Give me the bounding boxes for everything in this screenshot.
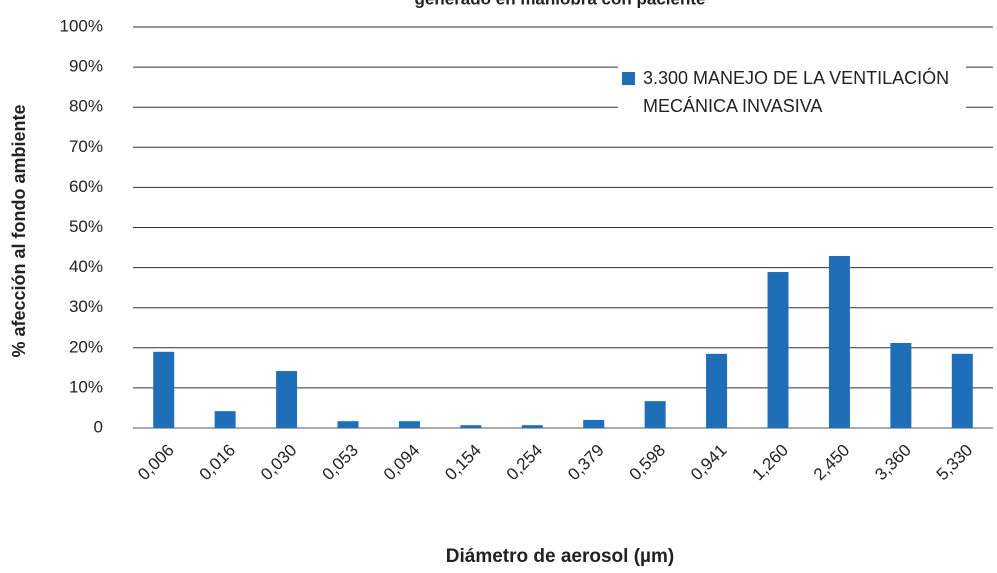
legend-swatch [622,72,635,85]
x-tick-label: 0,006 [134,441,178,485]
y-tick-label: 60% [69,177,103,196]
y-tick-label: 90% [69,57,103,76]
page: {"chart_data": {"type": "bar", "title": … [0,0,997,573]
x-tick-label: 0,379 [564,441,608,485]
y-tick-label: 10% [69,377,103,396]
bar [829,256,850,428]
x-tick-label: 1,260 [748,441,792,485]
x-tick-label: 5,330 [933,441,977,485]
x-axis-title: Diámetro de aerosol (µm) [446,546,674,567]
y-tick-label: 40% [69,257,103,276]
bar [890,343,911,428]
x-tick-label: 0,154 [441,441,485,485]
bar [215,411,236,428]
x-tick-label: 0,016 [196,441,240,485]
y-tick-label: 20% [69,337,103,356]
x-tick-label: 0,094 [380,441,424,485]
bar [338,421,359,428]
y-tick-label: 50% [69,217,103,236]
legend: 3.300 MANEJO DE LA VENTILACIÓN MECÁNICA … [618,62,966,122]
y-tick-label: 30% [69,297,103,316]
bar [952,354,973,428]
bar [583,420,604,428]
x-tick-label: 0,598 [626,441,670,485]
y-axis-title: % afección al fondo ambiente [9,104,29,357]
bar [399,421,420,428]
bar [706,354,727,428]
y-tick-label: 0 [94,417,103,436]
x-tick-label: 0,030 [257,441,301,485]
y-tick-label: 80% [69,97,103,116]
bar [645,401,666,428]
y-tick-label: 100% [60,16,103,35]
bar [460,425,481,428]
legend-label: 3.300 MANEJO DE LA VENTILACIÓN MECÁNICA … [643,64,962,120]
bar [522,425,543,428]
bar [276,371,297,428]
bar [153,352,174,428]
x-tick-label: 3,360 [871,441,915,485]
x-tick-label: 0,053 [318,441,362,485]
bar [768,272,789,428]
x-tick-label: 0,254 [503,441,547,485]
x-tick-label: 0,941 [687,441,731,485]
chart-title: generado en maniobra con paciente [415,0,706,8]
x-tick-label: 2,450 [810,441,854,485]
y-tick-label: 70% [69,137,103,156]
